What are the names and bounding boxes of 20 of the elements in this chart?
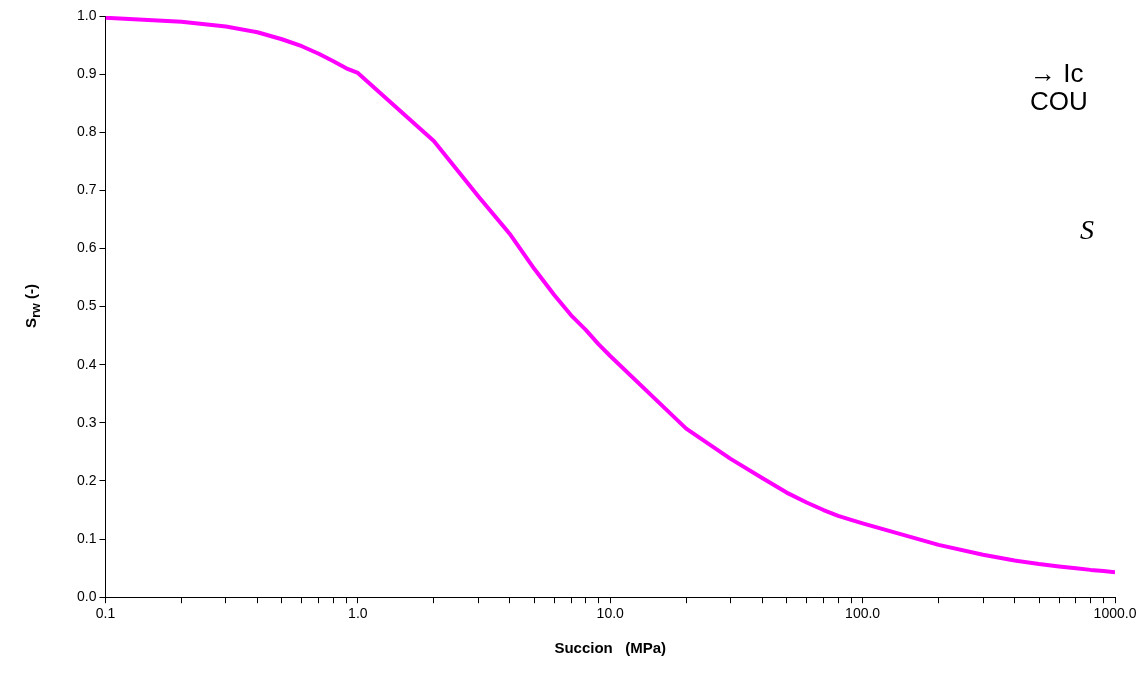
x-tick-label: 0.1 — [95, 605, 116, 622]
y-tick-label: 0.4 — [76, 355, 97, 372]
x-tick-label: 100.0 — [845, 605, 881, 622]
x-tick-label: 1000.0 — [1093, 605, 1137, 622]
y-tick-label: 0.0 — [76, 588, 97, 605]
y-tick-label: 0.5 — [76, 297, 97, 314]
y-tick-label: 0.9 — [76, 64, 97, 81]
y-tick-label: 0.2 — [76, 471, 97, 488]
annotation: COU — [1030, 86, 1088, 117]
y-tick-label: 0.8 — [76, 123, 97, 140]
annotation: S — [1080, 214, 1094, 246]
y-tick-label: 0.7 — [76, 181, 97, 198]
y-tick-label: 0.3 — [76, 413, 97, 430]
x-tick-label: 1.0 — [348, 605, 368, 622]
annotation: → Ic — [1030, 58, 1084, 89]
y-tick-label: 0.6 — [76, 239, 97, 256]
y-tick-label: 0.1 — [76, 529, 97, 546]
x-axis-title: Succion (MPa) — [554, 639, 667, 657]
x-tick-label: 10.0 — [596, 605, 625, 622]
y-tick-label: 1.0 — [76, 6, 97, 23]
